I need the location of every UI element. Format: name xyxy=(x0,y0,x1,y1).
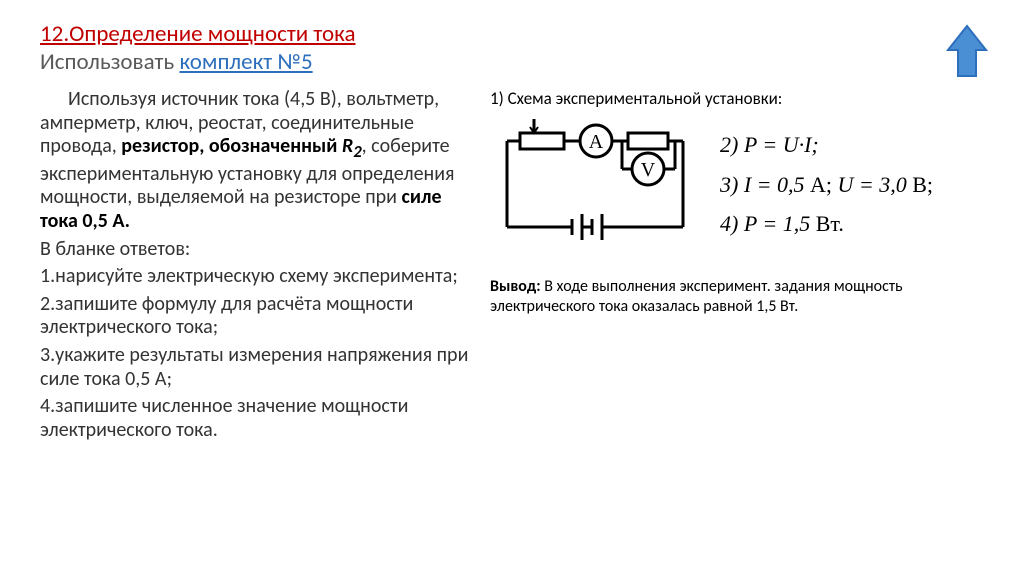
up-arrow-icon[interactable] xyxy=(946,24,988,80)
answers-label: В бланке ответов: xyxy=(40,238,470,262)
f4-unit: Вт. xyxy=(816,211,844,236)
kit-link[interactable]: комплект №5 xyxy=(179,48,312,76)
conclusion-label: Вывод: xyxy=(490,277,541,296)
right-column: 1) Схема экспериментальной установки: xyxy=(490,88,984,446)
f4-a: 4) P = 1,5 xyxy=(720,211,816,236)
conclusion: Вывод: В ходе выполнения эксперимент. за… xyxy=(490,277,984,317)
step-1: 1.нарисуйте электрическую схему эксперим… xyxy=(40,265,470,289)
conclusion-text: В ходе выполнения эксперимент. задания м… xyxy=(490,277,903,316)
schema-label: 1) Схема экспериментальной установки: xyxy=(490,88,984,109)
intro-text-b: резистор, обозначенный xyxy=(121,134,342,158)
r2-symbol: R2 xyxy=(342,134,362,158)
heading-area: 12.Определение мощности тока Использоват… xyxy=(40,20,984,76)
main-columns: Используя источник тока (4,5 В), вольтме… xyxy=(40,88,984,446)
circuit-svg: A V xyxy=(490,115,700,245)
r2-letter: R xyxy=(342,134,353,158)
subtitle-prefix: Использовать xyxy=(40,48,179,76)
svg-text:V: V xyxy=(641,159,656,181)
formula-3: 3) I = 0,5 А; U = 3,0 В; xyxy=(720,165,933,205)
f3-a: 3) I = 0,5 xyxy=(720,172,810,197)
step-4: 4.запишите численное значение мощности э… xyxy=(40,395,470,442)
left-column: Используя источник тока (4,5 В), вольтме… xyxy=(40,88,470,446)
subtitle: Использовать комплект №5 xyxy=(40,48,984,76)
f3-b: U = 3,0 xyxy=(838,172,913,197)
step-3: 3.укажите результаты измерения напряжени… xyxy=(40,344,470,391)
formula-4: 4) P = 1,5 Вт. xyxy=(720,204,933,244)
task-intro: Используя источник тока (4,5 В), вольтме… xyxy=(40,88,470,234)
formula-2: 2) P = U·I; xyxy=(720,125,933,165)
circuit-diagram: A V 2) P = U·I; 3) I = 0,5 А; U = 3,0 В;… xyxy=(490,115,984,245)
r2-sub: 2 xyxy=(353,142,361,162)
page-title: 12.Определение мощности тока xyxy=(40,20,984,48)
f3-unitA: А; xyxy=(810,172,838,197)
svg-text:A: A xyxy=(589,131,604,153)
step-2: 2.запишите формулу для расчёта мощности … xyxy=(40,293,470,340)
f3-unitB: В; xyxy=(912,172,933,197)
formulas-block: 2) P = U·I; 3) I = 0,5 А; U = 3,0 В; 4) … xyxy=(720,125,933,244)
